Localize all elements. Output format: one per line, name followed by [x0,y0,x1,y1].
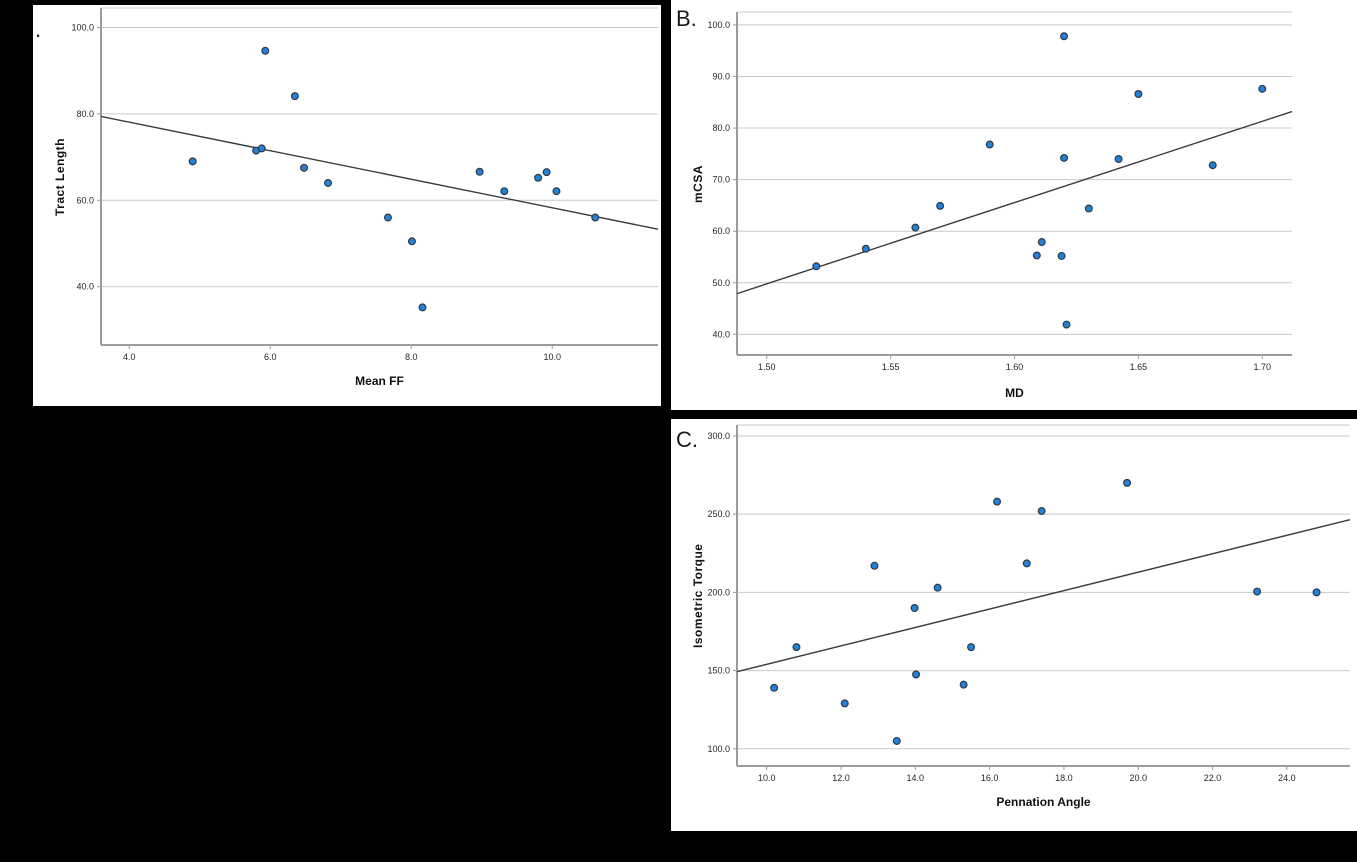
fit-line [736,110,1293,295]
x-tick-label: 1.55 [882,362,900,372]
chart-a-plot-area: 40.0 60.0 80.0 100.0 4.0 6.0 8.0 10.0 [71,7,659,362]
x-tick-label: 6.0 [264,352,277,362]
y-tick-label: 250.0 [707,509,730,519]
data-point [1258,84,1267,93]
data-point [861,244,870,253]
y-tick-label: 100.0 [707,744,730,754]
data-point [383,213,392,222]
y-tick-label: 100.0 [707,20,730,30]
data-point [1134,90,1143,99]
chart-b-corner-label: B. [676,6,697,31]
x-tick-label: 20.0 [1129,773,1147,783]
x-tick-label: 8.0 [405,352,418,362]
data-point [812,262,821,271]
y-tick-label: 80.0 [76,109,94,119]
data-point [1084,204,1093,213]
y-tick-label: 40.0 [712,329,730,339]
data-point [1032,251,1041,260]
data-point [257,144,266,153]
chart-panel-b: B. mCSA 40.0 50.0 60.0 70.0 80.0 90.0 100.0 1.5… [671,0,1357,410]
data-point [1037,238,1046,247]
chart-b-plot-area: 40.0 50.0 60.0 70.0 80.0 90.0 100.0 1.50 1.55 1.6… [707,11,1293,372]
y-tick-label: 60.0 [712,226,730,236]
data-point [993,497,1002,506]
chart-a-corner-label: . [35,17,42,42]
x-tick-label: 1.70 [1254,362,1272,372]
chart-c-corner-label: C. [676,427,698,452]
data-point [1062,320,1071,329]
x-tick-label: 18.0 [1055,773,1073,783]
data-point [967,643,976,652]
data-point [1022,559,1031,568]
data-point [261,46,270,55]
data-point [534,173,543,182]
data-point [552,187,561,196]
y-tick-label: 200.0 [707,587,730,597]
data-point [591,213,600,222]
data-point [418,303,427,312]
x-tick-label: 16.0 [981,773,999,783]
data-point [1060,32,1069,41]
data-point [792,643,801,652]
y-tick-label: 50.0 [712,278,730,288]
data-point [407,237,416,246]
data-point [892,736,901,745]
fit-line [100,115,659,230]
data-point [1123,478,1132,487]
y-tick-label: 40.0 [76,282,94,292]
x-tick-label: 1.65 [1130,362,1148,372]
data-point [912,670,921,679]
data-point [1037,507,1046,516]
x-tick-label: 1.60 [1006,362,1024,372]
data-point [910,604,919,613]
y-tick-label: 60.0 [76,195,94,205]
x-tick-label: 10.0 [758,773,776,783]
y-tick-label: 70.0 [712,175,730,185]
chart-panel-c: C. Isometric Torque 100.0 150.0 200.0 250.0… [671,419,1357,831]
data-point [500,187,509,196]
data-point [542,168,551,177]
x-tick-label: 4.0 [123,352,136,362]
data-point [1208,161,1217,170]
data-point [324,178,333,187]
data-point [300,163,309,172]
x-tick-label: 12.0 [832,773,850,783]
data-point [475,167,484,176]
data-point [770,683,779,692]
x-tick-label: 14.0 [907,773,925,783]
y-tick-label: 90.0 [712,71,730,81]
x-tick-label: 24.0 [1278,773,1296,783]
y-tick-label: 300.0 [707,431,730,441]
y-tick-label: 150.0 [707,666,730,676]
data-point [1057,251,1066,260]
fit-line [736,518,1351,673]
data-point [1060,153,1069,162]
y-tick-label: 80.0 [712,123,730,133]
data-point [840,699,849,708]
x-tick-label: 10.0 [543,352,561,362]
data-point [959,680,968,689]
chart-a-x-axis-title: Mean FF [355,374,404,388]
data-point [1253,587,1262,596]
data-point [290,92,299,101]
data-point [933,583,942,592]
chart-b-x-axis-title: MD [1005,386,1024,400]
data-point [188,157,197,166]
data-point [1312,588,1321,597]
data-point [870,561,879,570]
data-point [1114,155,1123,164]
chart-panel-a: . Tract Length 40.0 60.0 80.0 100.0 4.0 6.0 8.… [33,5,661,406]
x-tick-label: 1.50 [758,362,776,372]
data-point [936,201,945,210]
x-tick-label: 22.0 [1204,773,1222,783]
data-point [985,140,994,149]
chart-c-plot-area: 100.0 150.0 200.0 250.0 300.0 10.0 12.0 14.0 16.… [707,424,1351,783]
chart-c-x-axis-title: Pennation Angle [996,795,1091,809]
data-point [911,223,920,232]
y-tick-label: 100.0 [71,22,94,32]
